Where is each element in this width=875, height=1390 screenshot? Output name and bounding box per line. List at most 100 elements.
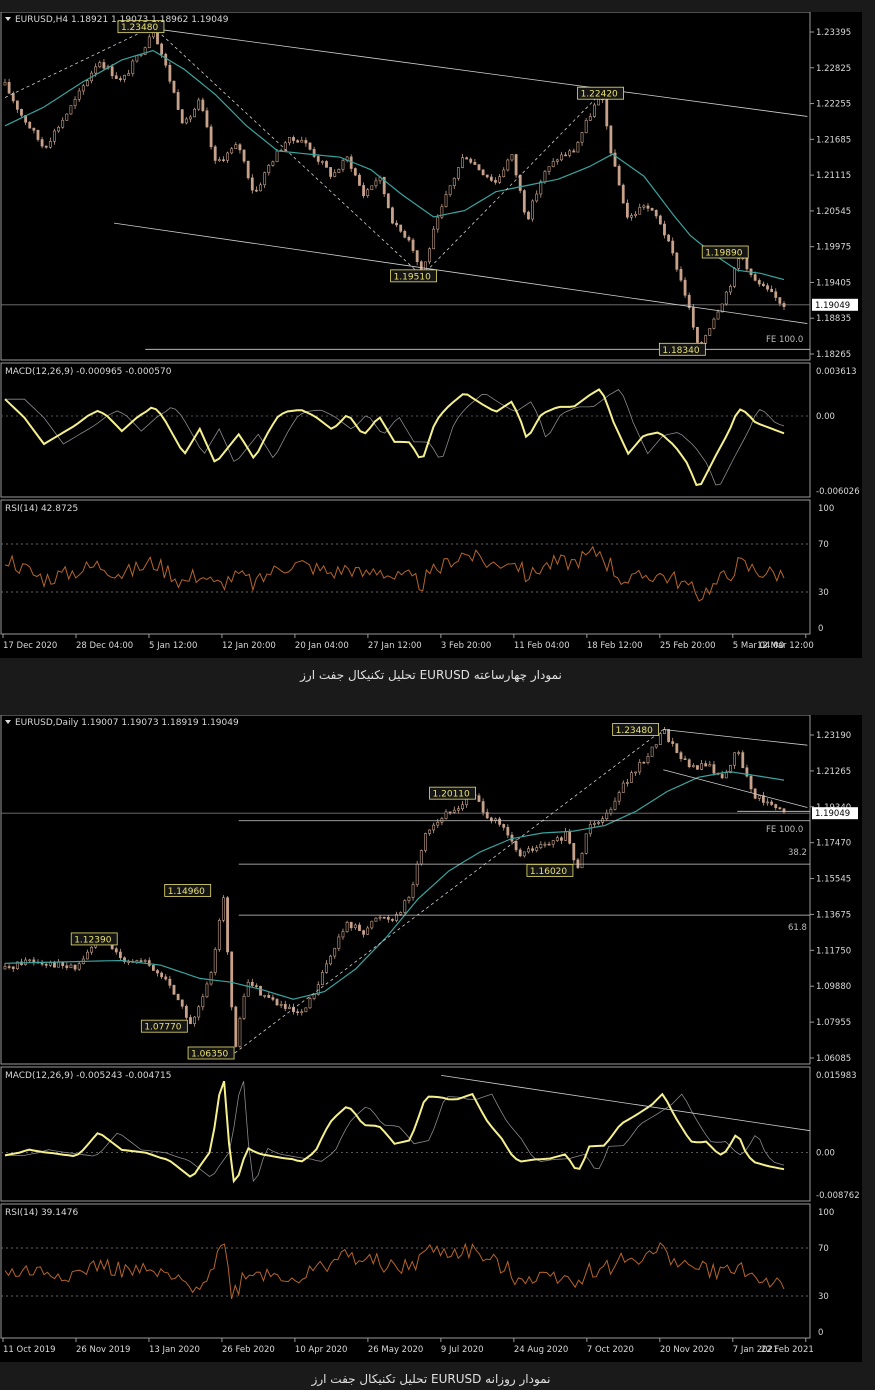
candle-body (683, 758, 687, 760)
candle-body (522, 190, 526, 213)
candle-body (110, 66, 114, 77)
candle-body (164, 53, 168, 66)
candle-body (477, 795, 481, 802)
chevron-down-icon (5, 720, 11, 724)
candle-body (325, 963, 328, 973)
candle-body (588, 116, 592, 121)
candle-body (580, 852, 584, 869)
candle-body (259, 184, 262, 192)
price-y-tick-label: 1.07955 (816, 1018, 851, 1028)
candle-body (720, 303, 724, 313)
price-y-tick-label: 1.18265 (816, 350, 851, 360)
candle-body (485, 174, 489, 178)
rsi-label: RSI(14) 39.1476 (5, 1208, 78, 1218)
pivot-label: 1.07770 (144, 1023, 181, 1033)
candle-body (572, 843, 576, 861)
pivot-label-box (612, 723, 660, 736)
rsi-y-tick-label: 30 (818, 588, 829, 598)
price-y-tick-label: 1.09880 (816, 982, 851, 992)
candle-body (477, 164, 481, 171)
price-y-tick-label: 1.06085 (816, 1054, 851, 1064)
pivot-label: 1.19510 (394, 272, 431, 282)
candle-body (337, 936, 341, 949)
x-tick-label: 18 Feb 12:00 (587, 641, 643, 651)
trend-line (663, 729, 808, 746)
chart-header: EURUSD,Daily 1.19007 1.19073 1.18919 1.1… (15, 718, 239, 728)
x-tick-label: 12 Mar 12:00 (757, 641, 814, 651)
candle-body (366, 927, 370, 935)
candle-body (761, 795, 765, 803)
rsi-y-tick-label: 100 (818, 1208, 834, 1218)
candle-body (658, 215, 662, 225)
candle-body (217, 159, 221, 161)
candle-body (308, 142, 312, 150)
candle-body (69, 105, 73, 115)
candle-body (193, 1016, 196, 1025)
pivot-label-box (526, 863, 574, 877)
candle-body (20, 109, 23, 116)
candle-body (283, 142, 287, 151)
price-y-tick-label: 1.18835 (816, 314, 851, 324)
candle-body (642, 205, 646, 208)
candle-body (180, 999, 184, 1007)
candle-body (358, 174, 361, 186)
candle-body (613, 152, 617, 167)
candle-body (539, 844, 543, 848)
candle-body (691, 307, 695, 328)
candle-body (498, 176, 502, 183)
candle-body (53, 130, 56, 142)
pivot-label: 1.23480 (121, 23, 158, 33)
candle-body (539, 181, 543, 195)
candle-body (518, 849, 522, 857)
macd-line (4, 1080, 785, 1184)
candle-body (753, 274, 757, 281)
candle-body (271, 161, 275, 166)
pivot-label: 1.22420 (581, 90, 618, 100)
candle-body (86, 80, 89, 87)
candle-body (61, 119, 65, 128)
candle-body (572, 150, 576, 153)
candle-body (522, 851, 526, 857)
candle-body (621, 184, 625, 204)
candle-body (605, 812, 609, 820)
candle-body (7, 82, 11, 94)
candle-body (395, 222, 398, 226)
candle-body (374, 180, 378, 187)
candle-body (156, 970, 159, 974)
candle-body (391, 207, 394, 224)
candle-body (296, 140, 300, 143)
price-y-tick-label: 1.21115 (816, 171, 851, 181)
price-y-tick-label: 1.20545 (816, 207, 851, 217)
candle-body (671, 741, 675, 744)
candle-body (696, 765, 699, 770)
macd-y-tick-label: -0.008762 (816, 1191, 860, 1201)
candle-body (564, 154, 567, 157)
candle-body (358, 924, 361, 931)
candle-body (271, 997, 275, 1000)
candle-body (502, 169, 506, 178)
x-tick-label: 26 Nov 2019 (76, 1345, 130, 1355)
candle-body (193, 108, 196, 118)
candle-body (720, 774, 724, 779)
candle-body (234, 1006, 238, 1047)
candle-body (242, 995, 246, 1019)
candle-body (729, 286, 732, 293)
candle-body (263, 995, 267, 997)
pivot-label: 1.14960 (168, 887, 205, 897)
candle-body (275, 150, 279, 163)
candle-body (687, 294, 691, 308)
candle-body (119, 78, 122, 80)
candle-body (32, 127, 36, 131)
candle-body (292, 137, 295, 141)
candle-body (353, 168, 357, 176)
rsi-panel-frame (0, 1203, 811, 1339)
candle-body (588, 824, 592, 835)
candle-body (341, 160, 345, 170)
candle-body (621, 782, 625, 793)
candle-body (436, 216, 440, 230)
x-tick-label: 25 Feb 20:00 (660, 641, 716, 651)
candle-body (86, 951, 89, 960)
candle-body (560, 154, 563, 161)
candle-body (300, 1011, 304, 1013)
candle-body (737, 258, 741, 269)
